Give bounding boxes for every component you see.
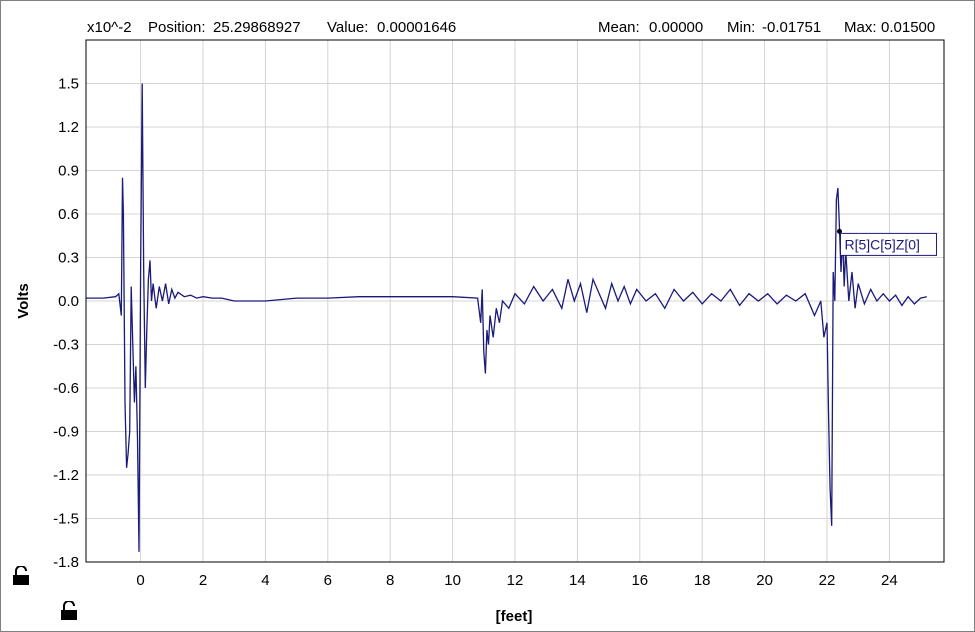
x-tick-label: 10 [444,572,461,589]
x-tick-label: 22 [819,572,836,589]
x-tick-label: 14 [569,572,586,589]
y-tick-label: 0.3 [58,250,79,267]
max-value: 0.01500 [881,19,936,36]
min-value: -0.01751 [762,19,822,36]
value-value: 0.00001646 [377,19,457,36]
x-tick-label: 0 [136,572,144,589]
value-label: Value: [327,19,369,36]
plot-border [85,39,945,563]
y-tick-label: 1.5 [58,76,79,93]
y-tick-label: 0.0 [58,293,79,310]
y-tick-label: 0.6 [58,206,79,223]
y-tick-label: 1.2 [58,119,79,136]
mean-label: Mean: [598,19,640,36]
x-tick-label: 12 [507,572,524,589]
y-tick-label: 0.9 [58,163,79,180]
y-tick-label: -0.3 [53,337,79,354]
x-tick-label: 4 [261,572,269,589]
min-label: Min: [727,19,756,36]
x-axis-label: [feet] [496,608,533,625]
x-tick-label: 24 [881,572,898,589]
x-tick-labels: 0 2 4 6 8 10 12 14 16 18 20 22 24 [136,572,897,589]
lock-icon[interactable] [60,601,78,621]
y-tick-label: -0.6 [53,380,79,397]
x-tick-label: 16 [631,572,648,589]
max-label: Max: [844,19,877,36]
position-value: 25.29868927 [213,19,301,36]
y-tick-labels: -1.8 -1.5 -1.2 -0.9 -0.6 -0.3 0.0 0.3 0.6 0.9 1.2 1… [53,76,79,572]
y-tick-label: -1.2 [53,467,79,484]
y-tick-label: -1.8 [53,554,79,571]
y-tick-label: -0.9 [53,424,79,441]
x-tick-label: 18 [694,572,711,589]
y-tick-label: -1.5 [53,511,79,528]
x-tick-label: 2 [199,572,207,589]
grid [86,40,944,563]
x-tick-label: 6 [324,572,332,589]
x-tick-label: 20 [756,572,773,589]
position-label: Position: [148,19,206,36]
y-axis-label: Volts [15,283,32,319]
marker-box [839,232,937,256]
marker-label: R[5]C[5]Z[0] [844,236,919,252]
marker-dot[interactable] [836,228,842,234]
x-tick-label: 8 [386,572,394,589]
mean-value: 0.00000 [649,19,704,36]
voltage-trace [86,83,927,552]
lock-icon[interactable] [12,566,30,586]
marker-group[interactable]: R[5]C[5]Z[0] [836,228,937,256]
exponent-label: x10^-2 [87,19,132,36]
